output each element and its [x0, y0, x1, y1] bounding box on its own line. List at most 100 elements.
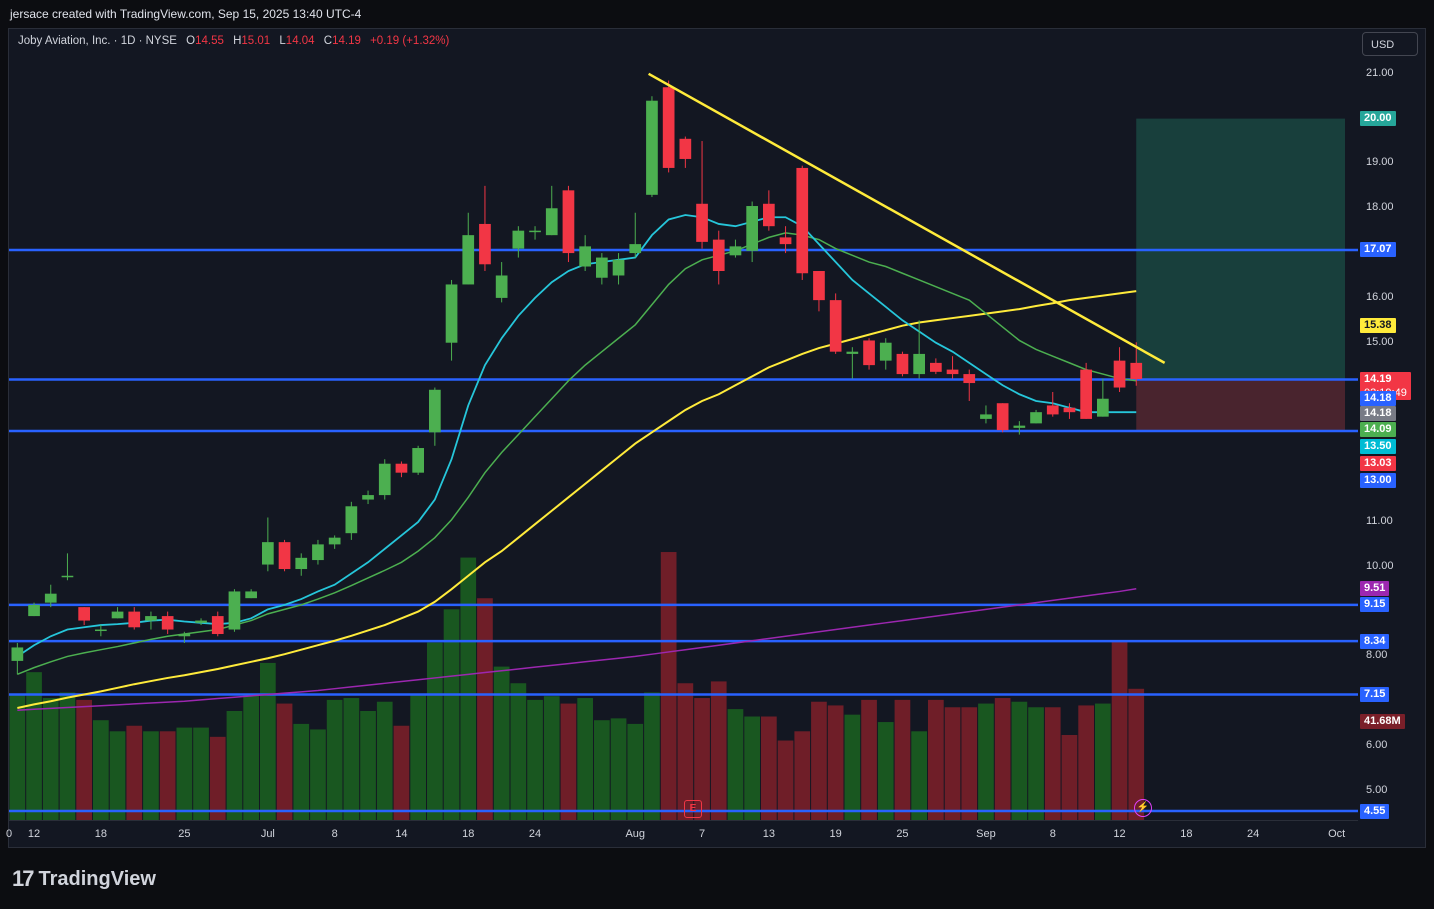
time-tick-label: 25 — [896, 828, 909, 840]
candle-body — [963, 374, 976, 384]
high-value: 15.01 — [241, 35, 271, 47]
price-tag: 41.68M — [1360, 713, 1405, 729]
price-plot[interactable] — [9, 29, 1358, 820]
volume-bar — [777, 740, 794, 820]
flash-marker-icon: ⚡ — [1136, 802, 1150, 813]
candle-body — [1097, 398, 1109, 417]
candle-body — [1080, 369, 1092, 419]
volume-bar — [961, 707, 978, 820]
candle-body — [1013, 425, 1026, 428]
flash-marker[interactable]: ⚡ — [1134, 799, 1152, 817]
volume-bar — [928, 699, 944, 820]
candle-body — [629, 244, 642, 254]
candle-body — [712, 239, 725, 272]
candle-body — [44, 593, 57, 603]
volume-bar — [827, 705, 844, 820]
time-tick-label: 25 — [178, 828, 191, 840]
price-tag: 17.07 — [1360, 242, 1396, 258]
candle-body — [813, 271, 825, 301]
price-tick-label: 10.00 — [1366, 559, 1394, 572]
volume-bar — [360, 710, 376, 820]
volume-bar — [978, 703, 994, 820]
time-tick-label: Jul — [260, 828, 275, 840]
volume-bar — [59, 692, 76, 820]
candle-body — [161, 616, 174, 630]
time-tick-label: 24 — [528, 828, 542, 840]
candle-body — [345, 506, 358, 534]
candle-body — [596, 257, 608, 278]
candle-body — [1046, 405, 1059, 415]
open-value: 14.55 — [195, 35, 224, 47]
volume-bar — [944, 707, 961, 820]
close-value: 14.19 — [332, 35, 361, 47]
price-tick-label: 15.00 — [1366, 335, 1394, 348]
volume-bar — [393, 725, 410, 820]
volume-bar — [260, 662, 276, 820]
volume-bar — [460, 557, 477, 820]
price-tick-label: 11.00 — [1366, 514, 1393, 527]
currency-button[interactable]: USD — [1362, 32, 1418, 56]
symbol-name: Joby Aviation, Inc. · 1D · NYSE — [18, 35, 177, 47]
candle-body — [328, 537, 341, 545]
price-tick-label: 6.00 — [1366, 739, 1388, 752]
volume-bar — [794, 731, 811, 820]
candle-body — [913, 353, 925, 375]
candle-body — [245, 591, 257, 599]
price-tag: 13.50 — [1360, 439, 1396, 455]
volume-bar — [1078, 705, 1094, 820]
candle-body — [662, 87, 675, 168]
volume-bar — [694, 698, 710, 820]
change-value: +0.19 (+1.32%) — [370, 35, 450, 47]
symbol-legend: Joby Aviation, Inc. · 1D · NYSE O14.55 H… — [18, 35, 449, 47]
volume-bar — [677, 683, 694, 820]
volume-bar — [42, 698, 59, 820]
volume-bar — [610, 718, 627, 820]
candle-body — [896, 353, 909, 375]
candle-body — [128, 611, 141, 628]
price-tick-label: 8.00 — [1366, 649, 1388, 662]
candle-body — [529, 230, 541, 233]
candle-body — [11, 647, 24, 661]
volume-bar — [276, 703, 293, 820]
volume-bar — [861, 699, 877, 820]
time-tick-label: 8 — [1049, 828, 1056, 840]
earnings-marker[interactable]: E — [684, 800, 702, 818]
volume-bar — [343, 698, 360, 820]
sma-long-line — [17, 588, 1137, 711]
volume-bar — [761, 716, 777, 820]
candle-body — [278, 542, 291, 570]
volume-bar — [727, 709, 744, 820]
candle-body — [763, 203, 775, 227]
candle-body — [228, 591, 241, 630]
price-axis-labels: 21.00 19.00 18.00 16.00 15.00 11.00 10.00 8.00 6… — [1358, 29, 1425, 820]
candle-body — [562, 190, 575, 254]
volume-bar — [126, 725, 143, 820]
candle-body — [395, 463, 408, 473]
tradingview-logo[interactable]: 17 TradingView — [12, 866, 156, 892]
candle-body — [696, 203, 708, 242]
time-tick-label: Oct — [1328, 828, 1346, 840]
volume-bar — [627, 723, 644, 820]
trend-line — [647, 72, 1166, 364]
volume-bar — [1111, 640, 1128, 820]
close-label: C — [323, 35, 333, 47]
candle-body — [646, 100, 658, 195]
volume-bar — [1095, 703, 1111, 820]
top-bar: jersace created with TradingView.com, Se… — [0, 0, 1434, 28]
candle-body — [61, 575, 74, 578]
volume-bar — [427, 642, 443, 820]
price-tag: 14.18 — [1360, 391, 1396, 407]
time-tick-label: Sep — [976, 828, 996, 840]
volume-bar — [93, 720, 109, 820]
volume-bar — [1061, 734, 1078, 820]
candle-body — [312, 544, 324, 561]
time-axis[interactable]: 0 12 18 25 Jul 8 14 18 24 Aug 7 13 19 25 Sep 8 12 18 24 Oct — [6, 820, 1358, 847]
volume-bar — [710, 681, 727, 820]
price-tag: 9.51 — [1360, 581, 1390, 597]
candle-body — [78, 607, 90, 621]
volume-bar — [493, 666, 510, 820]
volume-bar — [644, 692, 660, 820]
volume-bar — [477, 598, 493, 820]
time-tick-label: 18 — [1180, 828, 1193, 840]
volume-bar — [243, 694, 259, 820]
